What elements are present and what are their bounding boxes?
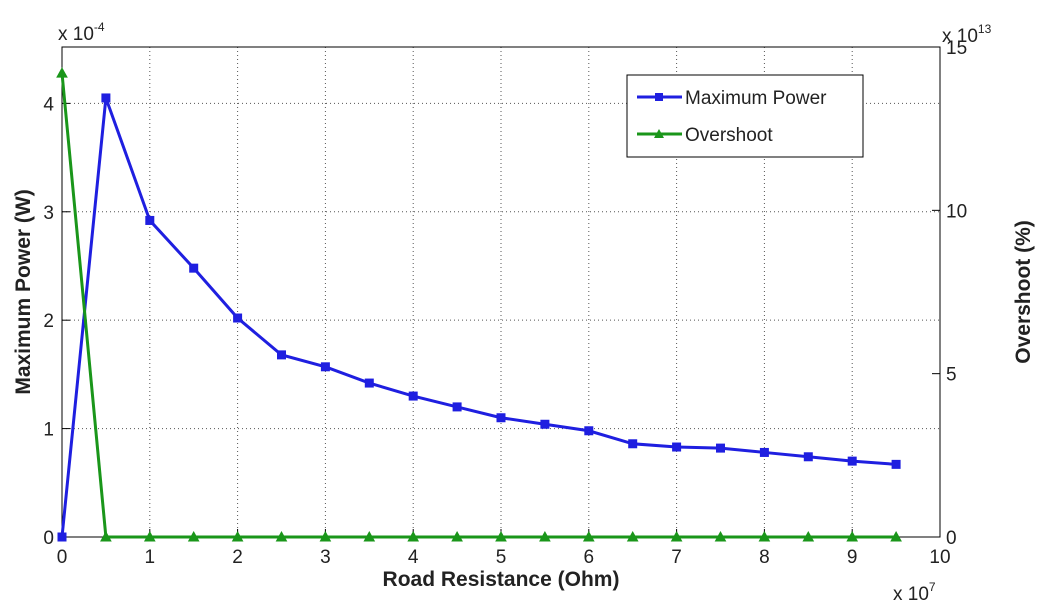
data-point <box>145 215 155 225</box>
x-tick-label: 9 <box>847 547 858 568</box>
x-tick-label: 2 <box>232 547 243 568</box>
legend-label: Maximum Power <box>685 88 827 109</box>
series-line <box>60 97 897 538</box>
multiplier-base: x 10 <box>58 24 94 45</box>
data-point <box>495 530 507 542</box>
data-point <box>189 263 199 273</box>
data-point <box>758 530 771 542</box>
data-point <box>319 530 332 542</box>
multiplier-base: x 10 <box>893 584 929 605</box>
data-point <box>101 93 111 103</box>
y-tick-label: 1 <box>43 420 54 441</box>
data-point <box>320 362 330 372</box>
data-point <box>452 402 462 412</box>
x-tick-label: 8 <box>759 547 770 568</box>
data-point <box>539 530 551 542</box>
series-line <box>60 72 897 539</box>
data-point <box>364 378 374 388</box>
x-tick-label: 0 <box>57 547 68 568</box>
data-point <box>496 413 506 423</box>
data-point <box>451 530 463 542</box>
y2-tick-label: 0 <box>946 528 957 549</box>
legend-label: Overshoot <box>685 125 773 146</box>
data-point <box>890 530 902 542</box>
x-tick-label: 3 <box>320 547 331 568</box>
x-tick-label: 1 <box>145 547 156 568</box>
multiplier-base: x 10 <box>942 26 978 47</box>
multiplier-exp: -4 <box>94 20 105 34</box>
x-tick-label: 10 <box>929 547 950 568</box>
y-tick-label: 4 <box>43 94 54 115</box>
data-point <box>363 530 376 542</box>
data-point <box>584 426 594 436</box>
data-point <box>233 313 243 323</box>
x-tick-label: 7 <box>671 547 682 568</box>
y-tick-label: 3 <box>43 203 54 224</box>
y-tick-label: 2 <box>43 311 54 332</box>
axis-multiplier: x 10-4 <box>58 20 105 45</box>
legend-marker <box>654 129 664 138</box>
data-point <box>847 456 857 466</box>
data-point <box>803 452 813 462</box>
data-point <box>187 530 200 542</box>
data-point <box>582 530 595 542</box>
data-point <box>802 530 815 542</box>
data-point <box>57 532 67 542</box>
legend-marker <box>655 93 663 101</box>
y-axis-label: Maximum Power (W) <box>12 189 35 394</box>
x-tick-label: 6 <box>584 547 595 568</box>
data-point <box>407 530 420 542</box>
data-point <box>408 391 418 401</box>
data-point <box>628 439 638 449</box>
data-point <box>277 350 286 360</box>
x-tick-label: 4 <box>408 547 419 568</box>
data-point <box>143 530 156 542</box>
axis-multiplier: x 1013 <box>942 22 992 47</box>
data-point <box>56 67 68 78</box>
data-point <box>231 530 244 542</box>
data-point <box>540 419 550 429</box>
y2-tick-label: 15 <box>946 38 967 59</box>
multiplier-exp: 13 <box>978 22 992 36</box>
data-point <box>759 447 769 457</box>
y2-tick-label: 10 <box>946 201 967 222</box>
multiplier-exp: 7 <box>929 580 936 594</box>
data-point <box>670 530 683 542</box>
y-tick-label: 0 <box>43 528 54 549</box>
data-point <box>891 459 901 469</box>
y2-axis-label: Overshoot (%) <box>1012 220 1035 364</box>
data-point <box>275 530 288 542</box>
data-point <box>626 530 639 542</box>
axis-multiplier: x 107 <box>893 580 936 605</box>
data-point <box>714 530 727 542</box>
x-tick-label: 5 <box>496 547 507 568</box>
y2-tick-label: 5 <box>946 365 957 386</box>
x-axis-label: Road Resistance (Ohm) <box>383 568 620 591</box>
data-point <box>716 443 725 453</box>
data-point <box>672 442 682 452</box>
legend-box <box>626 74 864 158</box>
data-point <box>846 530 859 542</box>
data-point <box>100 530 112 542</box>
